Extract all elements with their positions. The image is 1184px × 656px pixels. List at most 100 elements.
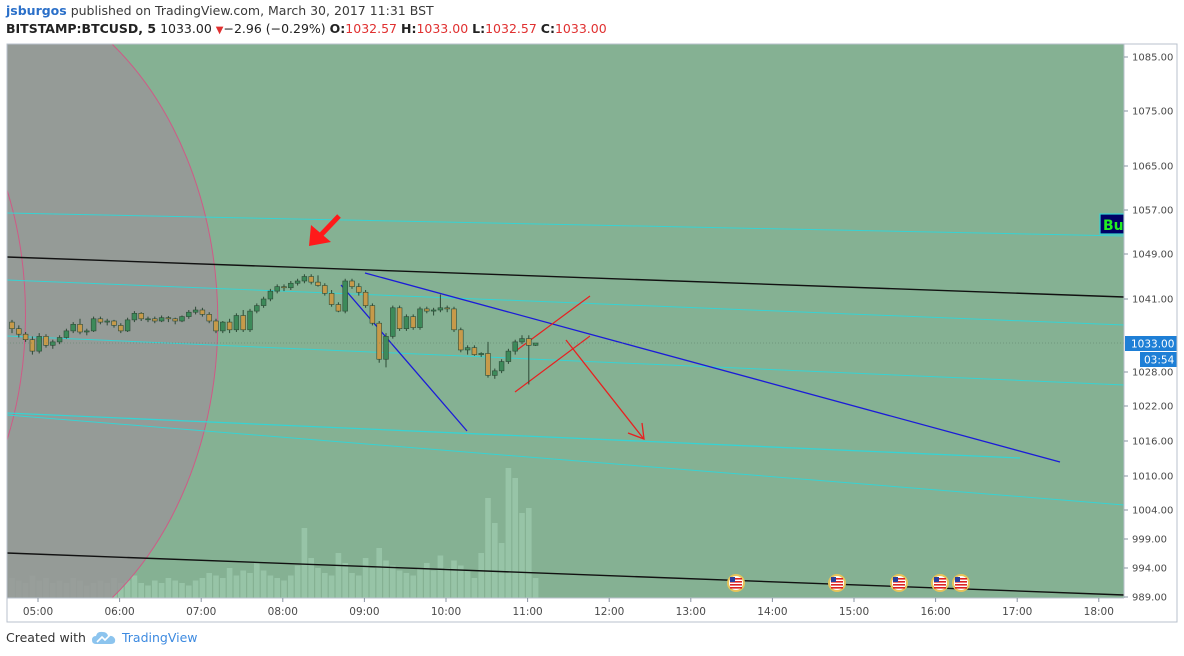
last-price: 1033.00 (160, 21, 212, 36)
volume-bar (328, 575, 335, 598)
candle (471, 345, 478, 356)
volume-bar (124, 580, 131, 598)
volume-bar (315, 568, 321, 598)
volume-bar (281, 580, 287, 598)
candle (152, 316, 158, 324)
volume-bar (192, 580, 199, 598)
volume-bar (308, 558, 314, 598)
volume-bar (505, 468, 512, 598)
candle (376, 321, 382, 363)
created-with-text: Created with (6, 630, 86, 645)
candle (97, 316, 104, 325)
time-tick-label: 13:00 (676, 606, 706, 618)
footer: Created with TradingView (6, 630, 198, 645)
volume-bar (322, 573, 328, 598)
candle (485, 341, 491, 378)
candle (131, 311, 138, 323)
candle (16, 325, 22, 338)
volume-bar (158, 583, 165, 598)
volume-bar (138, 583, 144, 598)
candle (526, 335, 532, 385)
volume-bar (199, 578, 206, 598)
publish-text: published on TradingView.com, March 30, … (70, 3, 434, 18)
time-axis (7, 598, 1124, 622)
time-tick-label: 14:00 (757, 606, 787, 618)
volume-bar (342, 563, 348, 598)
candle (437, 294, 444, 313)
candle (63, 328, 70, 339)
volume-bar (131, 575, 138, 598)
volume-bar (172, 580, 178, 598)
price-tick-label: 1057.00 (1132, 206, 1173, 217)
open-value: 1032.57 (345, 21, 397, 36)
time-tick-label: 08:00 (268, 606, 298, 618)
time-tick-label: 18:00 (1084, 606, 1114, 618)
event-flags (727, 574, 970, 592)
volume-bars (9, 468, 539, 598)
candle (281, 284, 287, 292)
volume-bar (335, 553, 342, 598)
candle (70, 322, 76, 334)
volume-bar (267, 575, 274, 598)
candle (158, 315, 165, 323)
candle (430, 307, 437, 316)
candle (145, 316, 151, 323)
candle (335, 302, 342, 313)
candle (342, 278, 348, 314)
volume-bar (152, 580, 158, 598)
badge-text: Bu (1103, 218, 1124, 234)
inner-arc (7, 188, 26, 442)
volume-bar (274, 578, 280, 598)
us-flag-icon[interactable] (931, 574, 949, 592)
candle (29, 336, 36, 355)
volume-bar (492, 523, 498, 598)
us-flag-icon[interactable] (952, 574, 970, 592)
us-flag-icon[interactable] (828, 574, 846, 592)
candle (464, 345, 471, 355)
candle (213, 318, 219, 334)
candle (56, 335, 63, 345)
candle (424, 306, 430, 314)
candle (9, 319, 15, 334)
us-flag-icon[interactable] (727, 574, 745, 592)
candle (124, 317, 131, 332)
volume-bar (410, 575, 416, 598)
time-tick-label: 11:00 (512, 606, 542, 618)
candle (199, 307, 206, 317)
red-channel-lower (514, 335, 591, 393)
time-tick-label: 09:00 (349, 606, 379, 618)
volume-bar (376, 548, 382, 598)
author-link[interactable]: jsburgos (6, 3, 67, 18)
volume-bar (478, 553, 484, 598)
candle (478, 352, 484, 357)
candle (322, 283, 328, 296)
candle (362, 290, 369, 308)
volume-bar (471, 578, 478, 598)
volume-bar (362, 558, 369, 598)
volume-bar (247, 573, 253, 598)
candle (267, 288, 274, 302)
volume-bar (206, 573, 212, 598)
candle (396, 305, 403, 331)
price-tick-label: 1085.00 (1132, 53, 1173, 64)
candle (22, 332, 29, 342)
volume-bar (186, 585, 192, 598)
candle (77, 318, 83, 335)
price-tick-label: 1016.00 (1132, 437, 1173, 448)
candle (226, 318, 233, 334)
tradingview-link[interactable]: TradingView (121, 630, 198, 645)
volume-bar (383, 560, 389, 598)
candle (172, 317, 178, 325)
volume-bar (240, 570, 246, 598)
candle (186, 310, 192, 319)
volume-bar (424, 563, 430, 598)
candle (84, 328, 90, 336)
candle (36, 333, 42, 354)
candle (356, 283, 362, 296)
volume-bar (349, 573, 355, 598)
red-down-arrow (565, 339, 644, 439)
candle (260, 296, 267, 308)
us-flag-icon[interactable] (890, 574, 908, 592)
candle (288, 281, 294, 290)
